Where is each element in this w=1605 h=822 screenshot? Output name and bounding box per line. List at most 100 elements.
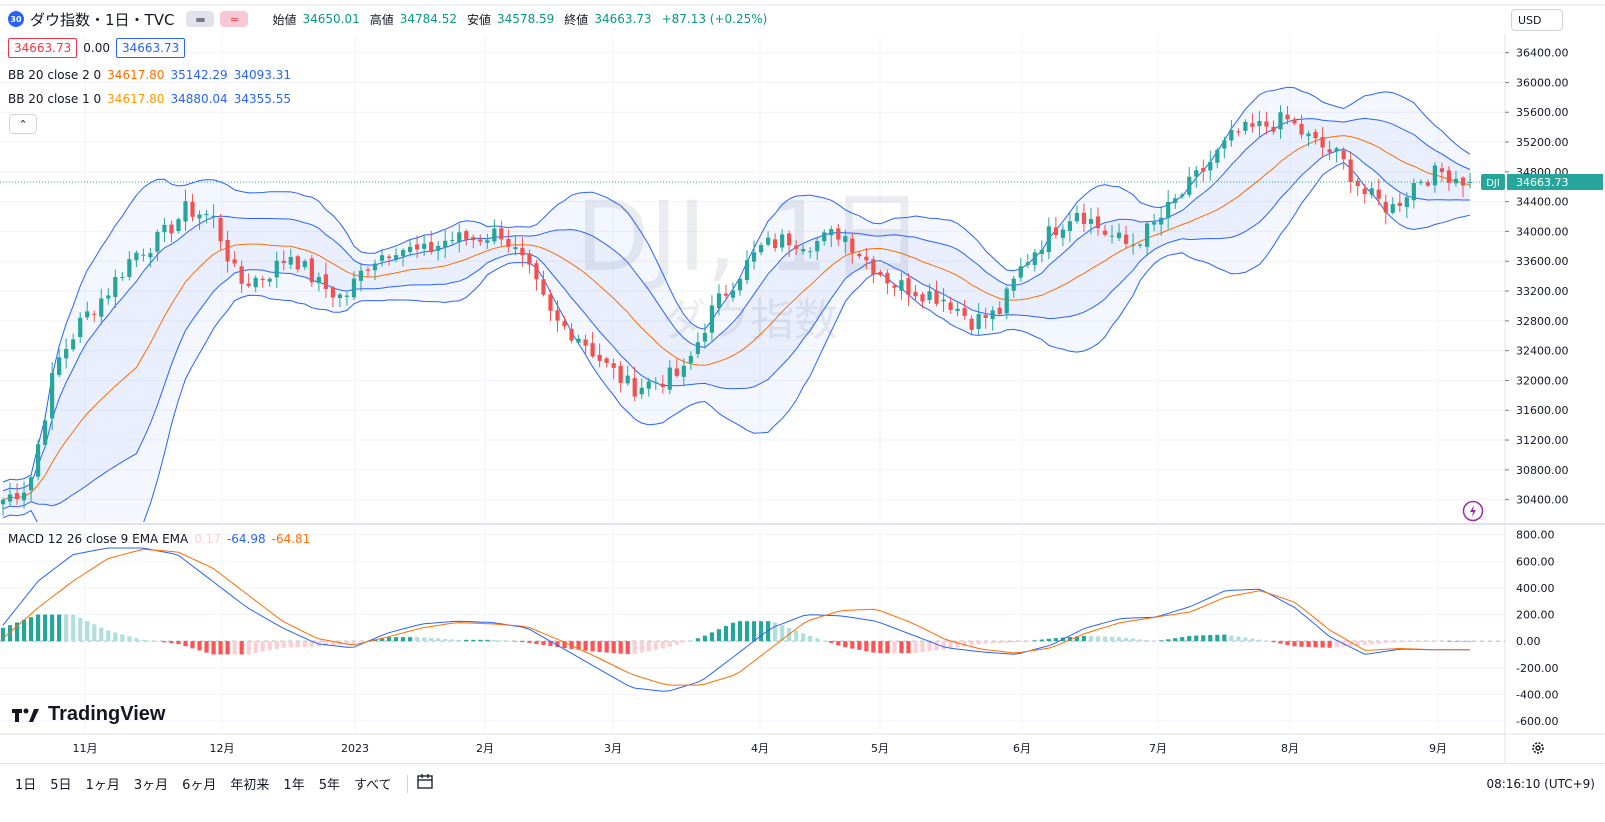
candle[interactable] [162, 218, 167, 243]
candle[interactable] [744, 250, 750, 285]
candle[interactable] [1236, 128, 1241, 137]
candle[interactable] [976, 303, 981, 336]
candle[interactable] [758, 242, 764, 256]
candle[interactable] [1264, 111, 1269, 135]
candle[interactable] [583, 334, 588, 356]
candle[interactable] [450, 231, 455, 246]
candle[interactable] [765, 231, 771, 247]
candle[interactable] [1053, 216, 1058, 239]
candle[interactable] [632, 366, 637, 402]
candle[interactable] [21, 481, 27, 509]
candle[interactable] [913, 285, 918, 302]
candle[interactable] [695, 332, 701, 359]
candle[interactable] [751, 240, 757, 270]
candle[interactable] [246, 273, 251, 288]
candle[interactable] [899, 272, 904, 300]
candle[interactable] [43, 414, 48, 448]
candle[interactable] [1222, 136, 1227, 159]
candle[interactable] [183, 189, 188, 231]
range-1d[interactable]: 1日 [15, 778, 37, 793]
candle[interactable] [1145, 221, 1150, 257]
candle[interactable] [506, 229, 511, 253]
candle[interactable] [169, 220, 174, 243]
settings-gear-icon[interactable] [1530, 740, 1546, 760]
range-5y[interactable]: 5年 [318, 778, 340, 793]
candle[interactable] [625, 365, 630, 386]
candle[interactable] [1278, 105, 1283, 139]
candle[interactable] [948, 296, 953, 314]
candle[interactable] [794, 240, 799, 255]
candle[interactable] [1404, 192, 1409, 219]
buy-price-button[interactable]: 34663.73 [115, 38, 186, 58]
candle[interactable] [225, 230, 230, 273]
candle[interactable] [1130, 233, 1136, 255]
candle[interactable] [1257, 111, 1262, 137]
candle[interactable] [618, 360, 623, 393]
candle[interactable] [941, 288, 946, 312]
candle[interactable] [267, 277, 272, 287]
candle[interactable] [667, 360, 672, 395]
candle[interactable] [716, 284, 722, 316]
candle[interactable] [0, 497, 6, 516]
candle[interactable] [344, 291, 350, 306]
candle[interactable] [422, 235, 427, 256]
candle[interactable] [801, 244, 806, 255]
candle[interactable] [1088, 208, 1094, 235]
candle[interactable] [541, 270, 546, 297]
candle[interactable] [393, 248, 399, 263]
candle[interactable] [955, 302, 960, 317]
candle[interactable] [358, 262, 364, 292]
candle[interactable] [1102, 224, 1108, 237]
candle[interactable] [134, 250, 139, 268]
candle[interactable] [232, 251, 237, 268]
candle[interactable] [864, 247, 869, 270]
candle[interactable] [50, 362, 55, 431]
candle[interactable] [885, 269, 890, 295]
candle[interactable] [569, 323, 574, 344]
candle[interactable] [688, 351, 693, 370]
candle[interactable] [850, 233, 855, 264]
candle[interactable] [906, 273, 911, 306]
range-ytd[interactable]: 年初来 [230, 778, 270, 793]
candle[interactable] [28, 473, 34, 501]
candle[interactable] [1285, 106, 1290, 125]
candle[interactable] [1074, 205, 1080, 224]
candle[interactable] [295, 254, 300, 273]
candle[interactable] [639, 378, 644, 399]
candle[interactable] [1460, 176, 1466, 198]
candle[interactable] [464, 229, 469, 246]
candle[interactable] [843, 229, 848, 254]
candle[interactable] [927, 283, 932, 304]
candle[interactable] [1250, 113, 1255, 133]
candle[interactable] [260, 275, 265, 288]
candle[interactable] [485, 233, 490, 249]
candle[interactable] [702, 323, 708, 349]
candle[interactable] [1109, 225, 1115, 244]
candle[interactable] [646, 377, 651, 397]
candle[interactable] [1467, 172, 1473, 189]
candle[interactable] [857, 251, 862, 259]
candle[interactable] [288, 248, 293, 270]
candle[interactable] [934, 280, 939, 307]
candle[interactable] [836, 223, 841, 247]
candle[interactable] [1032, 248, 1037, 272]
candle[interactable] [1180, 192, 1185, 199]
candle[interactable] [106, 287, 111, 305]
candle[interactable] [7, 482, 13, 507]
compare-icon[interactable]: ≈ [220, 11, 249, 27]
candle[interactable] [1411, 178, 1416, 209]
candle[interactable] [499, 220, 504, 247]
candle[interactable] [408, 239, 413, 257]
candle[interactable] [365, 266, 371, 278]
candle[interactable] [330, 285, 336, 308]
candle[interactable] [611, 358, 616, 380]
candle[interactable] [141, 248, 146, 262]
candle[interactable] [78, 312, 83, 343]
range-all[interactable]: すべて [353, 778, 392, 793]
candle[interactable] [211, 204, 216, 229]
candle[interactable] [534, 259, 539, 291]
candle[interactable] [1348, 151, 1353, 193]
candle[interactable] [1060, 224, 1065, 247]
candle[interactable] [730, 282, 736, 302]
candle[interactable] [1095, 207, 1101, 236]
